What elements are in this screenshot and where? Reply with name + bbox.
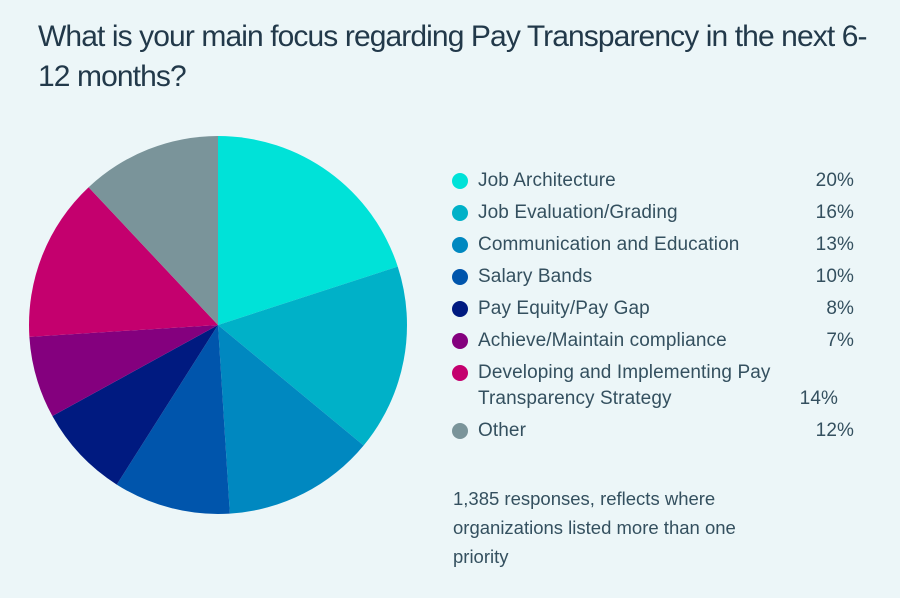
legend-label: Pay Equity/Pay Gap [478, 298, 650, 319]
legend-label: Salary Bands [478, 266, 593, 287]
pie-slice-achieve-maintain-compliance [29, 325, 218, 417]
legend-value: 13% [815, 234, 854, 255]
legend-dot-icon [452, 205, 468, 221]
legend-item-compliance: Achieve/Maintain compliance 7% [452, 328, 854, 354]
legend-label: Job Architecture [478, 170, 616, 191]
pie-slice-communication-and-education [218, 325, 364, 514]
legend-value: 20% [815, 170, 854, 191]
legend-item-communication: Communication and Education 13% [452, 232, 854, 258]
legend-label: Achieve/Maintain compliance [478, 330, 727, 351]
legend-item-job-evaluation: Job Evaluation/Grading 16% [452, 200, 854, 226]
pie-slice-job-architecture [218, 136, 398, 325]
legend-dot-icon [452, 173, 468, 189]
pie-slice-job-evaluation-grading [218, 266, 407, 446]
chart-title: What is your main focus regarding Pay Tr… [38, 20, 868, 93]
pie-slice-other [88, 136, 218, 325]
legend-value: 12% [815, 420, 854, 441]
legend-item-transparency-strategy: Developing and Implementing Pay Transpar… [452, 360, 854, 412]
legend-label: Developing and Implementing Pay Transpar… [478, 362, 771, 409]
legend-dot-icon [452, 333, 468, 349]
footnote: 1,385 responses, reflects where organiza… [453, 488, 736, 567]
pie-slice-developing-and-implementing-pay-transparency-strategy [29, 187, 218, 337]
legend-label: Job Evaluation/Grading [478, 202, 678, 223]
legend-item-other: Other 12% [452, 418, 854, 444]
pie-slice-pay-equity-pay-gap [52, 325, 218, 485]
pie-chart [28, 135, 408, 515]
legend-value: 14% [799, 388, 838, 409]
legend-dot-icon [452, 269, 468, 285]
legend-item-salary-bands: Salary Bands 10% [452, 264, 854, 290]
legend-label: Communication and Education [478, 234, 740, 255]
legend-value: 10% [815, 266, 854, 287]
legend-value: 8% [826, 298, 854, 319]
legend-dot-icon [452, 237, 468, 253]
legend-label: Other [478, 420, 527, 441]
pie-slice-salary-bands [116, 325, 230, 514]
legend-dot-icon [452, 423, 468, 439]
legend-item-job-architecture: Job Architecture 20% [452, 168, 854, 194]
pie-chart-svg [29, 136, 407, 514]
legend-value: 7% [826, 330, 854, 351]
legend-dot-icon [452, 301, 468, 317]
legend-value: 16% [815, 202, 854, 223]
legend-item-pay-equity: Pay Equity/Pay Gap 8% [452, 296, 854, 322]
legend: Job Architecture 20% Job Evaluation/Grad… [452, 168, 854, 450]
legend-dot-icon [452, 365, 468, 381]
